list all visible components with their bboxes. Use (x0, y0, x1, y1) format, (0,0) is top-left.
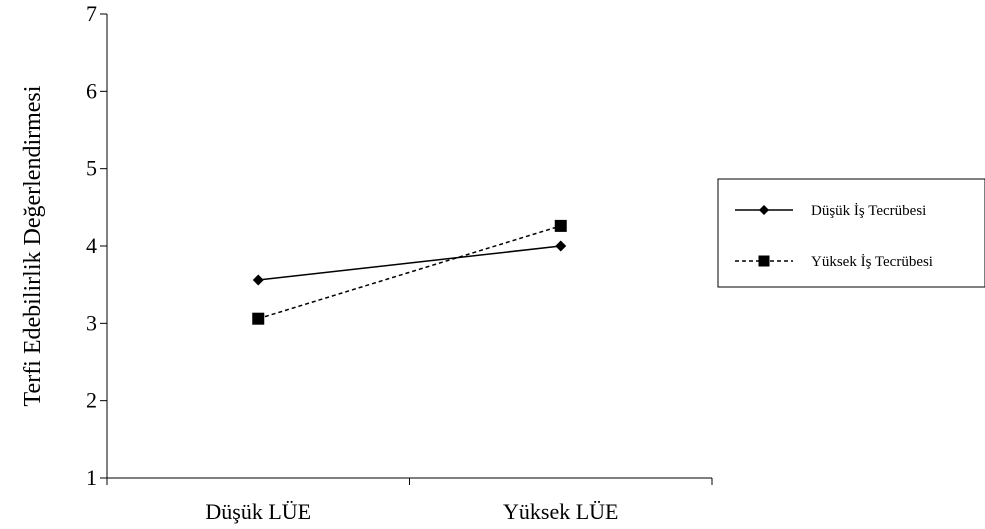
data-point (554, 219, 567, 232)
series-2 (252, 219, 567, 325)
x-axis: Düşük LÜE Yüksek LÜE (106, 477, 713, 524)
y-axis: 1 2 3 4 5 6 7 (86, 1, 108, 490)
data-point (252, 274, 264, 286)
legend-box (717, 178, 985, 288)
y-tick-label: 1 (86, 465, 97, 490)
y-tick-label: 2 (86, 388, 97, 413)
legend: Düşük İş Tecrübesi Yüksek İş Tecrübesi (717, 178, 985, 288)
y-axis-title: Terfi Edebilirlik Değerlendirmesi (20, 85, 46, 406)
legend-label: Düşük İş Tecrübesi (811, 203, 926, 219)
series-line (258, 245, 561, 281)
data-point (555, 240, 567, 252)
y-tick-label: 5 (86, 156, 97, 181)
y-tick-label: 3 (86, 310, 97, 335)
x-tick-label: Düşük LÜE (205, 499, 311, 524)
data-point (252, 312, 265, 325)
series-line (258, 225, 561, 320)
x-tick-label: Yüksek LÜE (503, 499, 618, 524)
y-tick-label: 4 (86, 233, 97, 258)
legend-label: Yüksek İş Tecrübesi (811, 254, 933, 270)
y-tick-label: 6 (86, 78, 97, 103)
series-layer (252, 219, 567, 325)
y-tick-label: 7 (86, 1, 97, 26)
series-1 (252, 240, 567, 286)
legend-marker (758, 255, 770, 267)
legend-marker (759, 205, 769, 215)
